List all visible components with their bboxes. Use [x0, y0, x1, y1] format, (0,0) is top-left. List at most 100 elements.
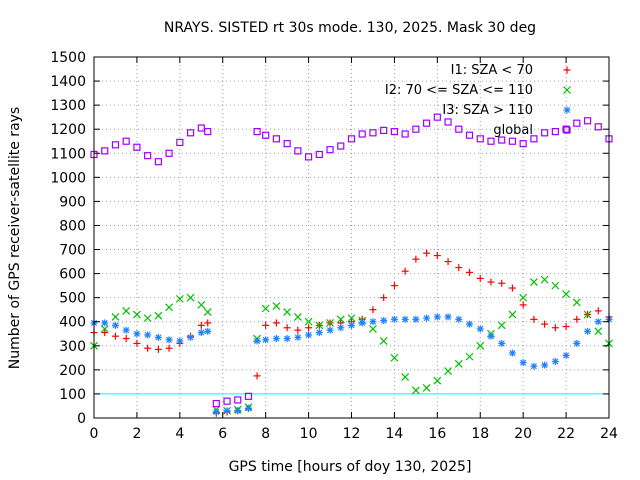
data-point — [101, 329, 109, 337]
data-point — [369, 325, 377, 333]
data-point — [508, 284, 516, 292]
data-point — [272, 302, 281, 311]
data-point — [422, 383, 431, 392]
data-point — [369, 129, 377, 137]
data-point — [212, 399, 220, 408]
y-tick-label: 1400 — [50, 74, 86, 90]
legend-swatch — [563, 126, 571, 134]
data-point — [583, 117, 592, 125]
data-point — [455, 264, 463, 272]
data-point — [433, 313, 441, 321]
data-point — [412, 255, 420, 263]
axes: 0 2 4 6 8 10 12 14 16 18 20 22 240100200300400500600… — [50, 50, 618, 442]
data-series-layer — [90, 113, 613, 417]
x-tick-label: 16 — [428, 426, 446, 442]
data-point — [573, 315, 581, 323]
data-point — [465, 352, 474, 361]
data-point — [594, 327, 603, 336]
data-point — [337, 324, 345, 332]
data-point — [380, 294, 388, 302]
data-point — [337, 142, 345, 150]
series-star — [90, 313, 613, 416]
data-point — [551, 357, 559, 365]
data-point — [423, 249, 431, 257]
legend-label: global — [493, 123, 533, 138]
data-point — [204, 128, 212, 136]
data-point — [444, 367, 452, 375]
x-tick-label: 8 — [261, 426, 270, 442]
data-point — [379, 337, 388, 345]
data-point — [380, 126, 388, 135]
data-point — [519, 140, 527, 148]
x-tick-label: 24 — [600, 426, 618, 442]
data-point — [358, 319, 366, 327]
data-point — [144, 152, 152, 160]
data-point — [530, 362, 538, 370]
y-tick-label: 600 — [59, 267, 86, 283]
data-point — [122, 306, 131, 315]
data-point — [223, 397, 231, 405]
data-point — [283, 308, 292, 317]
data-point — [562, 125, 570, 133]
data-point — [154, 345, 162, 353]
data-point — [573, 119, 581, 127]
data-point — [144, 331, 152, 339]
data-point — [573, 339, 581, 347]
data-point — [508, 349, 516, 357]
data-point — [283, 324, 291, 332]
x-tick-label: 14 — [386, 426, 404, 442]
data-point — [423, 314, 431, 322]
chart-title: NRAYS. SISTED rt 30s mode. 130, 2025. Ma… — [164, 20, 536, 36]
y-tick-label: 0 — [77, 411, 86, 427]
data-point — [165, 344, 173, 352]
data-point — [347, 314, 356, 323]
data-point — [530, 135, 538, 143]
x-tick-label: 6 — [218, 426, 227, 442]
data-point — [594, 318, 602, 326]
y-tick-label: 100 — [59, 387, 86, 403]
legend-swatch — [563, 66, 571, 74]
data-point — [186, 293, 195, 302]
y-tick-label: 500 — [59, 291, 86, 307]
y-tick-label: 1300 — [50, 98, 86, 114]
data-point — [583, 310, 592, 319]
data-point — [519, 359, 527, 367]
data-point — [253, 337, 261, 345]
data-point — [294, 326, 302, 334]
x-tick-label: 22 — [557, 426, 575, 442]
data-point — [476, 325, 484, 333]
series-x — [90, 275, 613, 415]
y-tick-label: 1200 — [50, 122, 86, 138]
data-point — [454, 359, 463, 368]
data-point — [315, 321, 324, 330]
data-point — [234, 396, 242, 404]
data-point — [101, 147, 109, 155]
data-point — [133, 339, 141, 347]
data-point — [508, 310, 517, 319]
data-point — [262, 336, 270, 344]
data-point — [455, 125, 463, 133]
data-point — [223, 407, 231, 415]
data-point — [165, 303, 174, 312]
x-tick-label: 2 — [132, 426, 141, 442]
data-point — [412, 125, 420, 133]
data-point — [244, 392, 253, 400]
data-point — [401, 130, 409, 138]
data-point — [369, 306, 377, 314]
legend: I1: SZA < 70 I2: 70 <= SZA <= 110 I3: SZA … — [385, 63, 571, 138]
data-point — [261, 304, 270, 313]
x-tick-label: 4 — [175, 426, 184, 442]
data-point — [380, 317, 388, 325]
data-point — [272, 135, 280, 143]
data-point — [326, 146, 334, 154]
data-point — [551, 281, 560, 290]
data-point — [212, 408, 220, 416]
data-point — [529, 278, 538, 286]
data-point — [111, 332, 119, 340]
data-point — [165, 336, 173, 344]
x-tick-label: 12 — [343, 426, 361, 442]
legend-label: I3: SZA > 110 — [442, 103, 533, 118]
data-point — [197, 124, 205, 132]
x-tick-label: 20 — [514, 426, 532, 442]
